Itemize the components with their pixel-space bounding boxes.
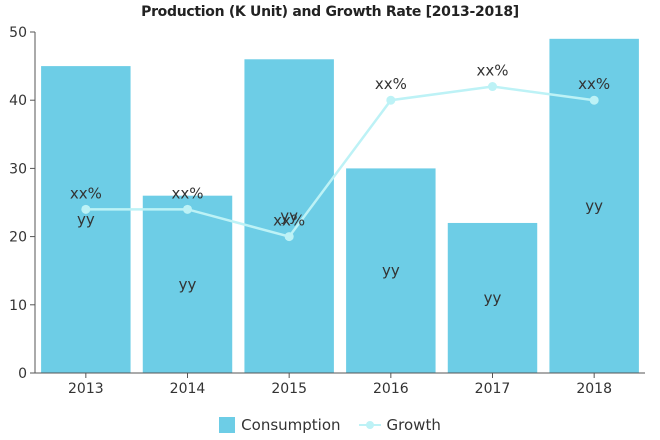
growth-point-2013 — [81, 204, 91, 214]
bar-2016 — [346, 168, 436, 373]
bar-data-label: yy — [484, 289, 502, 307]
x-tick-label: 2017 — [475, 381, 511, 397]
bar-2018 — [549, 38, 639, 373]
x-tick-label: 2014 — [170, 381, 206, 397]
y-tick-label: 20 — [9, 230, 27, 246]
bar-data-label: yy — [280, 207, 298, 225]
bar-data-label: yy — [585, 197, 603, 215]
x-tick-label: 2016 — [373, 381, 409, 397]
x-tick-label: 2013 — [68, 381, 104, 397]
y-tick-label: 10 — [9, 298, 27, 314]
legend-label-growth: Growth — [386, 416, 441, 434]
chart-area: 0 10 20 30 40 50 2013 2014 2015 2016 2017 2018 yy yy… — [9, 25, 645, 397]
legend-swatch-growth — [358, 419, 381, 431]
legend: Consumption Growth — [0, 416, 660, 434]
growth-point-2014 — [183, 204, 192, 214]
bar-2014 — [142, 195, 233, 373]
bar-data-label: yy — [77, 211, 95, 229]
growth-data-label: xx% — [476, 62, 508, 80]
legend-item-consumption[interactable]: Consumption — [219, 416, 341, 434]
growth-line — [85, 85, 595, 239]
y-tick-label: 0 — [18, 366, 27, 382]
bar-data-label: yy — [382, 262, 400, 280]
growth-data-label: xx% — [375, 75, 407, 93]
growth-point-2018 — [589, 95, 599, 105]
bar-2013 — [41, 66, 131, 373]
axes-layer: 0 10 20 30 40 50 2013 2014 2015 2016 2017 2018 — [9, 25, 645, 397]
bar-data-label: yy — [179, 275, 197, 293]
line-layer — [81, 82, 599, 242]
x-tick-label: 2018 — [576, 381, 612, 397]
legend-label-consumption: Consumption — [241, 416, 341, 434]
x-tick-label: 2015 — [271, 381, 307, 397]
growth-data-label: xx% — [273, 212, 305, 230]
legend-swatch-consumption — [219, 417, 236, 433]
growth-data-label: xx% — [70, 184, 102, 202]
growth-point-2017 — [488, 82, 497, 92]
bar-2017 — [447, 222, 538, 373]
y-tick-label: 30 — [9, 161, 27, 177]
growth-data-label: xx% — [578, 75, 610, 93]
bars-layer — [41, 38, 639, 373]
growth-data-label: xx% — [171, 184, 203, 202]
growth-point-2015 — [284, 232, 294, 242]
chart-title: Production (K Unit) and Growth Rate [201… — [141, 4, 519, 20]
legend-item-growth[interactable]: Growth — [358, 416, 441, 434]
y-tick-label: 40 — [9, 93, 27, 109]
y-tick-label: 50 — [9, 25, 27, 41]
bar-2015 — [244, 59, 334, 373]
growth-point-2016 — [386, 95, 396, 105]
